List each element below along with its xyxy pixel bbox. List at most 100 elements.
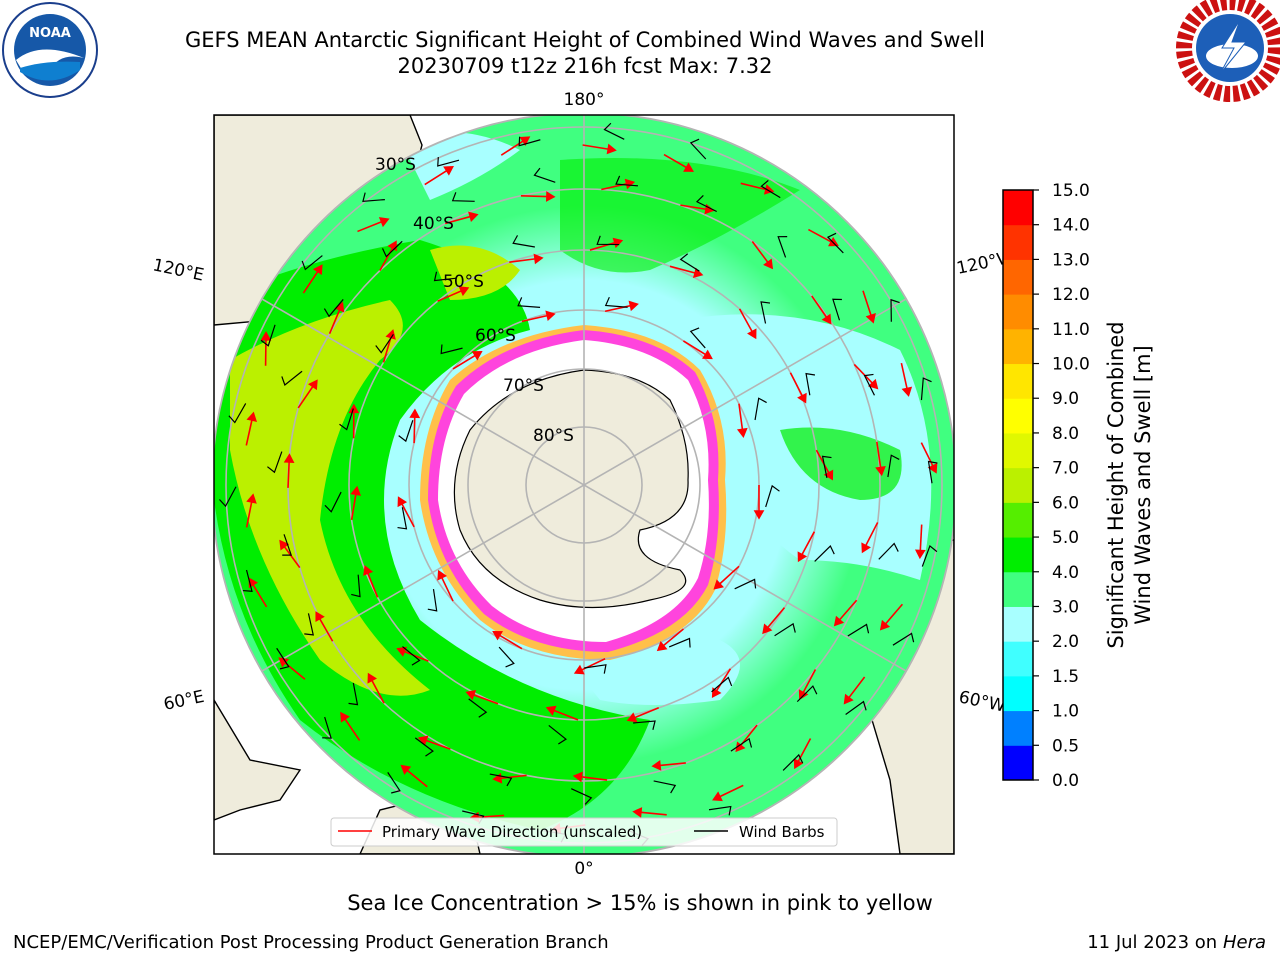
wave-arrow-head bbox=[626, 712, 638, 723]
wind-barb bbox=[920, 377, 932, 401]
wind-barb bbox=[381, 240, 403, 258]
wave-arrow-head bbox=[865, 313, 876, 324]
wind-barb bbox=[219, 486, 237, 508]
noaa-logo-icon: NOAA bbox=[2, 2, 98, 98]
wave-arrow-head bbox=[545, 191, 556, 202]
wave-arrow-head bbox=[397, 496, 408, 508]
wave-arrow bbox=[900, 362, 908, 389]
wave-arrow-head bbox=[763, 258, 774, 270]
antarctica-land bbox=[453, 369, 689, 609]
wind-barb bbox=[695, 194, 717, 213]
wave-arrow bbox=[838, 599, 858, 621]
wind-barb bbox=[324, 491, 342, 513]
map-legend: Primary Wave Direction (unscaled) Wind B… bbox=[330, 817, 838, 847]
wave-arrow-head bbox=[283, 453, 295, 463]
wave-arrow-head bbox=[656, 640, 668, 652]
wave-arrow-head bbox=[307, 379, 318, 391]
colorbar-tick-label: 2.0 bbox=[1052, 632, 1079, 652]
chart-subtitle: 20230709 t12z 216h fcst Max: 7.32 bbox=[397, 54, 773, 78]
wind-barb bbox=[760, 180, 781, 199]
wind-barb bbox=[633, 720, 656, 730]
wave-arrow-head bbox=[651, 759, 662, 771]
colorbar-tick-label: 1.0 bbox=[1052, 702, 1079, 722]
wind-barb bbox=[892, 632, 915, 646]
wave-arrow-head bbox=[828, 236, 839, 247]
wave-arrow-head bbox=[396, 646, 408, 657]
wave-arrow bbox=[862, 290, 872, 316]
colorbar-segment bbox=[1003, 537, 1033, 573]
wave-arrow bbox=[919, 524, 923, 551]
wind-barb bbox=[730, 737, 753, 752]
wave-arrow bbox=[403, 650, 429, 662]
wind-barb bbox=[260, 324, 276, 347]
wave-arrow bbox=[520, 194, 547, 198]
wave-arrow bbox=[401, 503, 415, 528]
wave-arrow-head bbox=[246, 493, 257, 504]
colorbar-tick-label: 7.0 bbox=[1052, 459, 1079, 479]
wind-barb bbox=[927, 460, 938, 484]
lat-label-30s: 30°S bbox=[375, 155, 416, 175]
ocean-disc bbox=[214, 115, 954, 854]
wind-barb bbox=[777, 235, 788, 258]
wind-barb bbox=[711, 676, 733, 693]
wind-barb bbox=[468, 698, 488, 718]
wind-barb bbox=[653, 780, 677, 794]
wave-arrow bbox=[740, 182, 767, 191]
wave-arrow-head bbox=[762, 623, 773, 635]
footer-credit: NCEP/EMC/Verification Post Processing Pr… bbox=[13, 932, 609, 953]
colorbar-tick-label: 4.0 bbox=[1052, 563, 1079, 583]
wind-barb bbox=[921, 544, 938, 567]
wave-arrow-head bbox=[468, 211, 479, 222]
wave-arrow bbox=[371, 679, 385, 704]
wave-arrow-head bbox=[572, 771, 583, 783]
wave-arrow bbox=[582, 144, 609, 150]
footer-date-text: 11 Jul 2023 on bbox=[1087, 932, 1223, 953]
wave-arrow bbox=[662, 628, 684, 647]
wave-arrow bbox=[640, 811, 667, 816]
footer-host: Hera bbox=[1222, 932, 1266, 953]
wind-barb bbox=[689, 327, 706, 349]
wave-arrow bbox=[553, 709, 579, 721]
wave-arrow-head bbox=[823, 469, 834, 481]
wave-arrow bbox=[413, 417, 416, 444]
wind-barb bbox=[826, 232, 844, 254]
wind-barb bbox=[414, 737, 434, 757]
wind-barb bbox=[397, 507, 408, 530]
wave-arrow-head bbox=[492, 630, 504, 641]
wind-barb bbox=[805, 372, 816, 396]
colorbar-segment bbox=[1003, 224, 1033, 260]
colorbar-segment bbox=[1003, 398, 1033, 434]
band-lime-west bbox=[230, 300, 430, 696]
footer-date: 11 Jul 2023 on Hera bbox=[1087, 932, 1266, 953]
wave-arrow bbox=[663, 153, 687, 169]
wind-barb bbox=[228, 403, 247, 424]
wave-arrow bbox=[350, 494, 357, 521]
colorbar-segment bbox=[1003, 467, 1033, 503]
wave-arrow-head bbox=[443, 166, 454, 176]
lat-label-70s: 70°S bbox=[503, 376, 544, 396]
colorbar-tick-label: 9.0 bbox=[1052, 389, 1079, 409]
colorbar-tick-label: 3.0 bbox=[1052, 597, 1079, 617]
wind-barb bbox=[708, 805, 732, 816]
wave-arrow bbox=[245, 419, 253, 446]
wave-arrow bbox=[682, 340, 706, 356]
wave-arrow bbox=[767, 607, 786, 629]
wind-barb bbox=[754, 397, 767, 421]
wave-arrow-head bbox=[340, 711, 350, 723]
wave-arrows bbox=[245, 136, 938, 834]
wind-barb bbox=[304, 613, 314, 636]
wave-arrow bbox=[581, 776, 608, 781]
wave-arrow-head bbox=[632, 807, 643, 818]
colorbar-segment bbox=[1003, 641, 1033, 677]
wave-arrow-head bbox=[875, 465, 886, 477]
wave-arrow bbox=[801, 531, 816, 555]
wind-barb bbox=[863, 373, 875, 396]
colorbar-tick-label: 11.0 bbox=[1052, 320, 1090, 340]
wave-arrow bbox=[659, 762, 686, 767]
wind-barb bbox=[615, 175, 639, 187]
wave-arrow bbox=[751, 241, 769, 263]
wind-barb bbox=[596, 235, 620, 246]
wind-barb bbox=[796, 685, 818, 703]
wave-arrow-head bbox=[861, 542, 871, 554]
wind-barb bbox=[814, 545, 835, 562]
